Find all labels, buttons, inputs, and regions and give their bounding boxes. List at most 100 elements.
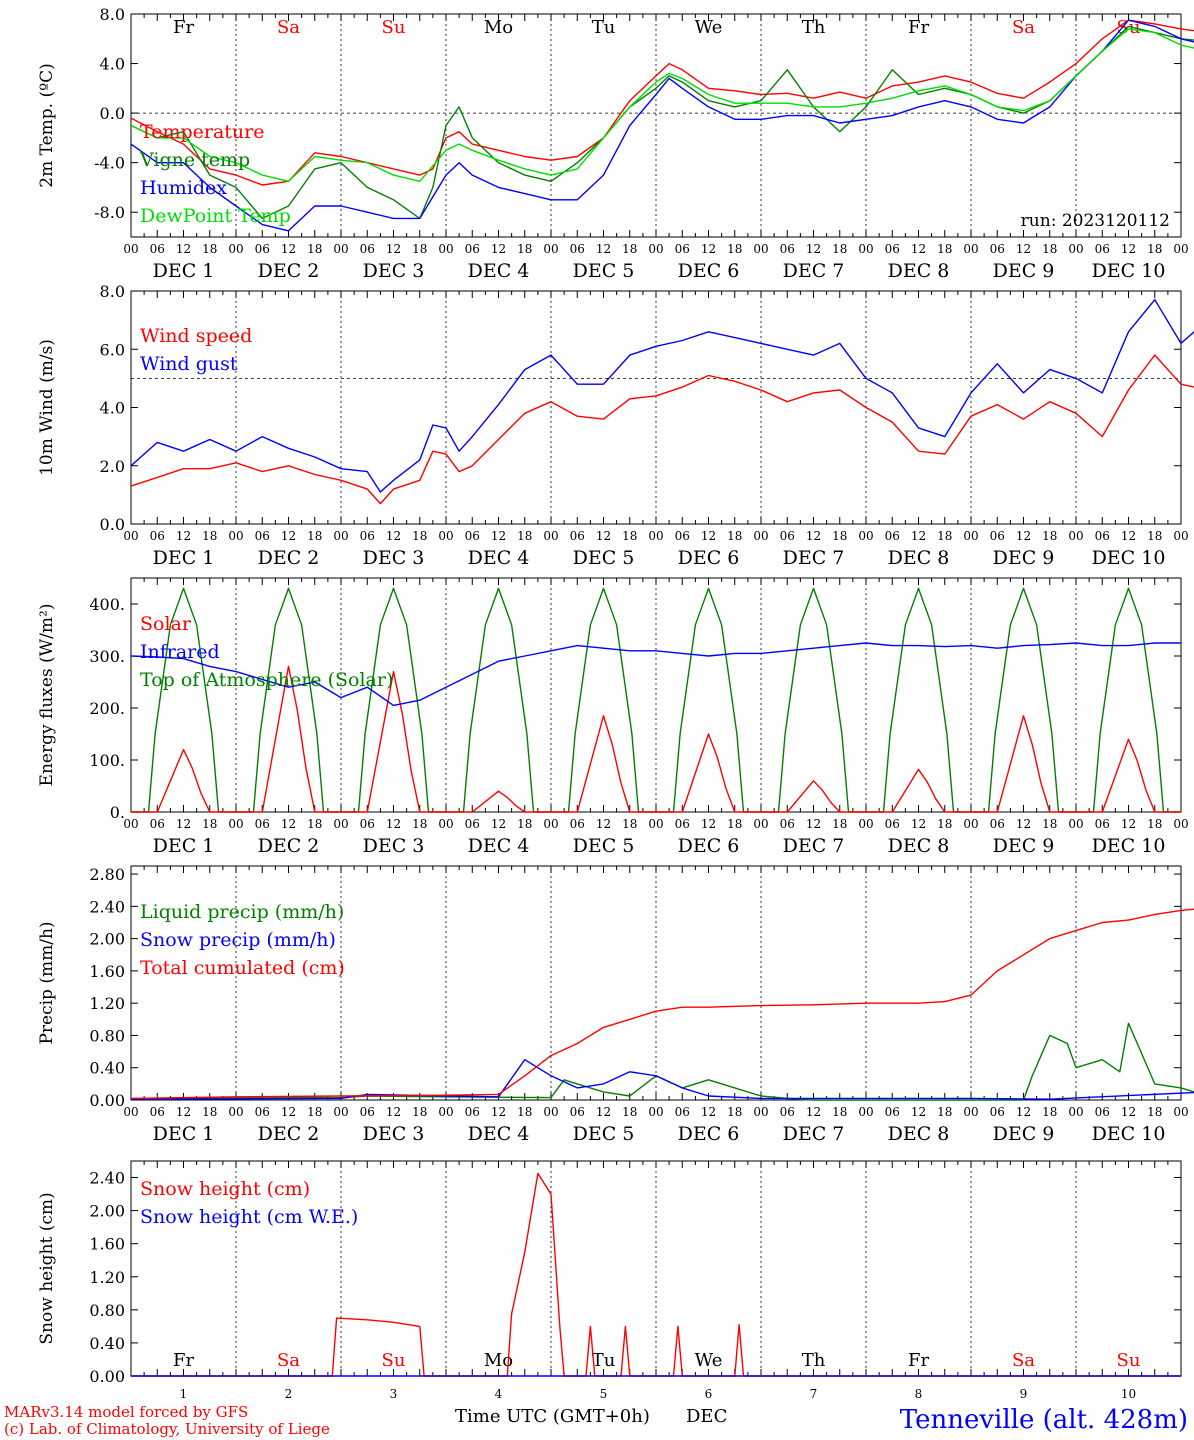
x-date-label: DEC 10 xyxy=(1092,260,1166,282)
x-hour-label: 00 xyxy=(1173,817,1188,831)
x-hour-label: 18 xyxy=(1042,242,1057,256)
x-hour-label: 12 xyxy=(176,529,191,543)
y-tick-label: 1.20 xyxy=(89,994,125,1013)
y-tick-label: 0.00 xyxy=(89,1091,125,1110)
x-hour-label: 18 xyxy=(937,242,952,256)
x-hour-label: 18 xyxy=(202,529,217,543)
x-hour-label: 18 xyxy=(517,242,532,256)
x-hour-label: 12 xyxy=(281,817,296,831)
station-label: Tenneville (alt. 428m) xyxy=(900,1405,1188,1435)
series-dewpoint-temp xyxy=(130,28,1194,182)
x-hour-label: 12 xyxy=(1016,817,1031,831)
x-date-label: DEC 5 xyxy=(573,835,635,857)
series-snow-height-cm- xyxy=(131,1172,1181,1377)
x-hour-label: 06 xyxy=(465,1105,480,1119)
x-hour-label: 18 xyxy=(832,242,847,256)
x-hour-label: 12 xyxy=(911,1105,926,1119)
y-tick-label: 2.80 xyxy=(89,865,125,884)
x-hour-label: 18 xyxy=(517,1105,532,1119)
panel-2: 8.0 6.0 4.0 2.0 0.0 10m Wind (m/s) 00 06 12 18 00 0… xyxy=(37,282,1194,569)
day-number-label: 7 xyxy=(810,1387,818,1401)
legend-entry: Infrared xyxy=(140,641,220,663)
x-date-label: DEC 2 xyxy=(258,835,320,857)
x-date-label: DEC 5 xyxy=(573,260,635,282)
x-date-label: DEC 3 xyxy=(363,835,425,857)
legend-entry: Snow precip (mm/h) xyxy=(140,929,336,951)
series-liquid-precip-mm-h- xyxy=(130,1022,1194,1101)
x-date-label: DEC 4 xyxy=(468,547,530,569)
solar-series xyxy=(131,665,1181,813)
x-hour-label: 12 xyxy=(701,242,716,256)
x-hour-label: 06 xyxy=(360,242,375,256)
x-date-label: DEC 6 xyxy=(678,547,740,569)
weekday-label: Fr xyxy=(908,17,929,38)
x-hour-label: 12 xyxy=(386,1105,401,1119)
x-hour-label: 12 xyxy=(1016,1105,1031,1119)
x-hour-label: 00 xyxy=(333,817,348,831)
y-tick-label: 200. xyxy=(89,699,125,718)
x-hour-label: 18 xyxy=(202,817,217,831)
x-hour-label: 06 xyxy=(150,1105,165,1119)
y-tick-label: 400. xyxy=(89,595,125,614)
x-date-label: DEC 7 xyxy=(783,1123,845,1145)
y-axis-label: 2m Temp. (ºC) xyxy=(37,63,57,188)
x-hour-label: 00 xyxy=(1173,529,1188,543)
x-hour-label: 18 xyxy=(307,529,322,543)
x-hour-label: 06 xyxy=(360,817,375,831)
weekday-label: Tu xyxy=(592,17,616,38)
x-hour-label: 00 xyxy=(1068,242,1083,256)
y-tick-label: 0.0 xyxy=(100,104,125,123)
y-tick-label: 2.40 xyxy=(89,897,125,916)
x-hour-label: 18 xyxy=(727,242,742,256)
y-tick-label: 8.0 xyxy=(100,282,125,301)
x-hour-label: 00 xyxy=(1068,1105,1083,1119)
y-tick-label: 100. xyxy=(89,751,125,770)
x-hour-label: 00 xyxy=(858,817,873,831)
x-hour-label: 00 xyxy=(438,817,453,831)
x-hour-label: 18 xyxy=(832,817,847,831)
x-hour-label: 12 xyxy=(491,242,506,256)
x-hour-label: 06 xyxy=(1095,817,1110,831)
x-date-label: DEC 6 xyxy=(678,260,740,282)
weekday-label: Th xyxy=(802,17,826,38)
x-date-label: DEC 2 xyxy=(258,1123,320,1145)
weekday-label: Sa xyxy=(277,1350,300,1371)
y-tick-label: 6.0 xyxy=(100,340,125,359)
y-tick-label: 0.00 xyxy=(89,1367,125,1386)
x-hour-label: 12 xyxy=(596,242,611,256)
legend-entry: Temperature xyxy=(140,121,264,143)
x-hour-label: 06 xyxy=(885,817,900,831)
x-hour-label: 12 xyxy=(281,529,296,543)
x-date-label: DEC 4 xyxy=(468,260,530,282)
y-tick-label: 0.80 xyxy=(89,1301,125,1320)
y-axis-label: Energy fluxes (W/m²) xyxy=(37,604,57,787)
x-hour-label: 06 xyxy=(255,817,270,831)
legend-entry: Snow height (cm) xyxy=(140,1178,310,1200)
y-tick-label: 2.40 xyxy=(89,1169,125,1188)
weekday-label: Fr xyxy=(908,1350,929,1371)
x-hour-label: 06 xyxy=(465,817,480,831)
y-tick-label: 1.60 xyxy=(89,1235,125,1254)
weekday-label: Su xyxy=(382,1350,406,1371)
x-date-label: DEC 1 xyxy=(153,260,215,282)
x-hour-label: 06 xyxy=(570,817,585,831)
x-hour-label: 06 xyxy=(780,529,795,543)
x-date-label: DEC 2 xyxy=(258,547,320,569)
y-tick-label: 0.40 xyxy=(89,1334,125,1353)
y-tick-label: -4.0 xyxy=(94,154,125,173)
x-hour-label: 06 xyxy=(780,817,795,831)
weekday-label: Su xyxy=(1117,1350,1141,1371)
x-date-label: DEC 10 xyxy=(1092,547,1166,569)
x-hour-label: 18 xyxy=(1042,817,1057,831)
x-hour-label: 06 xyxy=(150,242,165,256)
x-hour-label: 12 xyxy=(176,242,191,256)
x-date-label: DEC 7 xyxy=(783,835,845,857)
weekday-label: Mo xyxy=(484,17,513,38)
x-hour-label: 18 xyxy=(937,529,952,543)
series-total-cumulated-cm- xyxy=(130,908,1194,1100)
x-hour-label: 00 xyxy=(228,817,243,831)
legend-entry: Liquid precip (mm/h) xyxy=(140,901,344,923)
x-hour-label: 00 xyxy=(1173,242,1188,256)
x-hour-label: 06 xyxy=(150,817,165,831)
